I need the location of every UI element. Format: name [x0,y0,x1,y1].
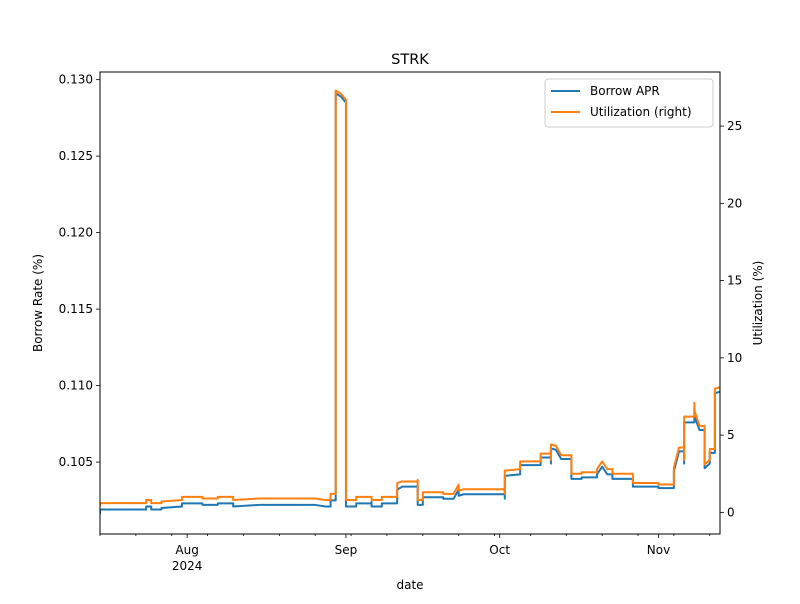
y-right-tick-label: 0 [727,505,735,519]
y-axis-left: 0.105 0.110 0.115 0.120 0.125 0.130 [59,73,100,469]
y-right-tick-label: 10 [727,351,742,365]
y-axis-right: 0 5 10 15 20 25 [720,119,742,519]
axes-frame [99,71,721,535]
x-axis-label: date [396,578,423,592]
chart-title: STRK [391,52,429,68]
legend: Borrow APR Utilization (right) [544,78,714,128]
y-right-tick-label: 25 [727,119,742,133]
series-line-utilization [100,89,720,507]
y-left-tick-label: 0.120 [59,226,93,240]
legend-label-utilization: Utilization (right) [590,105,692,119]
x-axis: Aug 2024 Sep Oct Nov [99,534,711,573]
x-tick-label: Nov [647,543,670,557]
y-left-tick-label: 0.115 [59,302,93,316]
y-left-tick-label: 0.130 [59,73,93,87]
plot-area [100,89,720,515]
x-tick-label: Sep [335,543,358,557]
y-right-tick-label: 20 [727,196,742,210]
x-tick-label: Aug [175,543,198,557]
y-left-tick-label: 0.105 [59,455,93,469]
y-axis-label-left: Borrow Rate (%) [31,254,45,352]
legend-box [544,78,714,128]
y-right-tick-label: 15 [727,274,742,288]
y-right-tick-label: 5 [727,428,735,442]
y-left-tick-label: 0.125 [59,149,93,163]
y-axis-label-right: Utilization (%) [751,261,765,346]
y-left-tick-label: 0.110 [59,379,93,393]
x-tick-sublabel: 2024 [172,559,203,573]
legend-label-borrow-apr: Borrow APR [590,84,660,98]
x-tick-label: Oct [489,543,510,557]
